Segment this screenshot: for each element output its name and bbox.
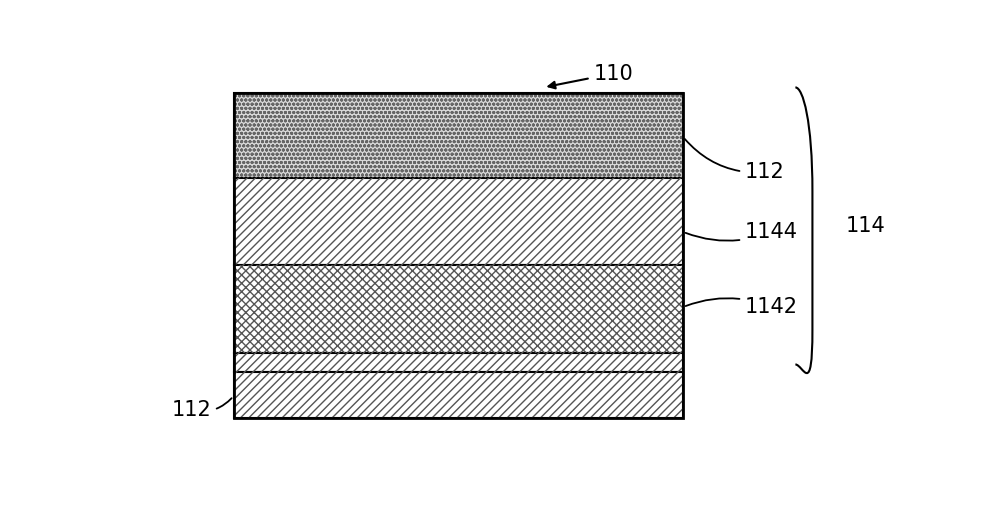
Bar: [234, 178, 683, 265]
Bar: [234, 265, 683, 353]
Bar: [234, 94, 683, 178]
Text: 110: 110: [549, 64, 633, 88]
Text: 112: 112: [172, 398, 232, 420]
Text: 1142: 1142: [686, 297, 798, 317]
Bar: [234, 94, 683, 418]
Text: 114: 114: [846, 216, 886, 236]
Bar: [234, 353, 683, 373]
Bar: [234, 373, 683, 418]
Bar: [234, 178, 683, 265]
Bar: [234, 265, 683, 353]
Bar: [234, 353, 683, 373]
Bar: [234, 94, 683, 178]
Bar: [234, 373, 683, 418]
Text: 1144: 1144: [686, 222, 798, 242]
Text: 112: 112: [685, 139, 785, 182]
